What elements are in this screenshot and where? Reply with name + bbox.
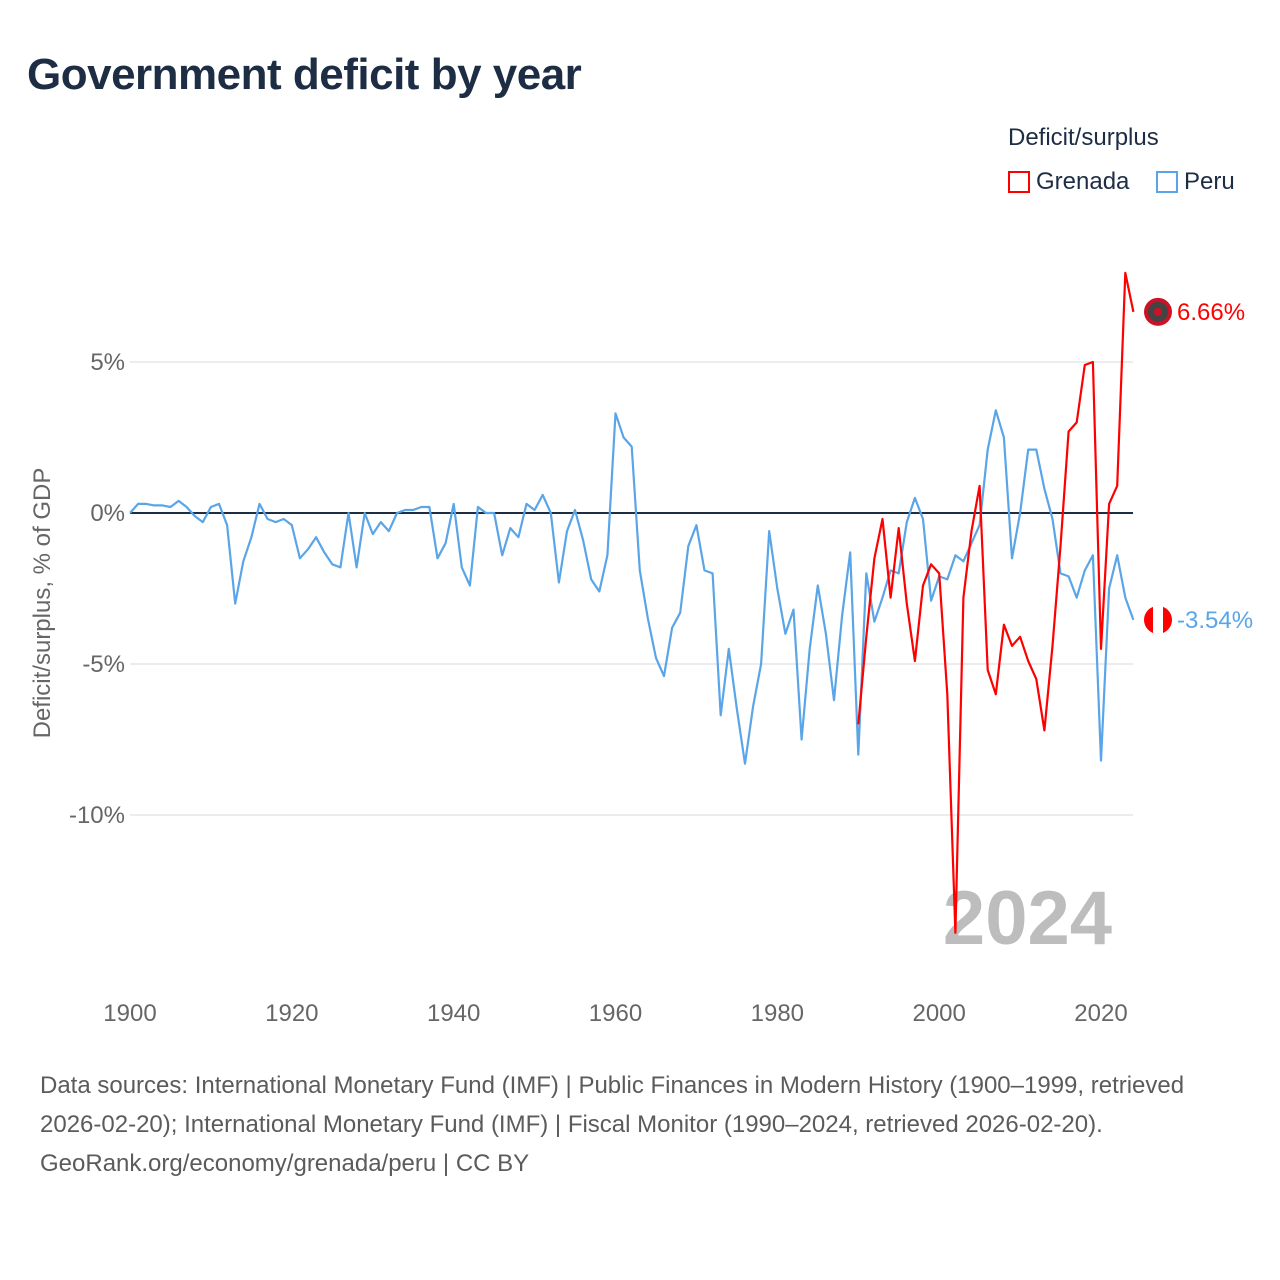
- legend-swatch-grenada: [1008, 171, 1030, 193]
- legend-item-peru[interactable]: Peru: [1156, 168, 1235, 196]
- end-label-grenada: 6.66%: [1177, 299, 1245, 326]
- chart-title: Government deficit by year: [27, 50, 582, 99]
- grenada-flag-icon: [1144, 297, 1172, 326]
- credit-link[interactable]: GeoRank.org/economy/grenada/peru | CC BY: [40, 1150, 530, 1177]
- x-tick-label: 1940: [427, 1000, 480, 1027]
- x-tick-label: 1960: [589, 1000, 642, 1027]
- x-tick-label: 1920: [265, 1000, 318, 1027]
- x-tick-label: 2000: [912, 1000, 965, 1027]
- end-label-peru: -3.54%: [1177, 607, 1253, 634]
- x-tick-label: 1980: [751, 1000, 804, 1027]
- flag-disc: [1154, 307, 1162, 316]
- legend-title: Deficit/surplus: [1008, 124, 1159, 151]
- peru-flag-icon: [1144, 605, 1172, 634]
- y-axis-label: Deficit/surplus, % of GDP: [29, 468, 56, 739]
- legend-swatch-peru: [1156, 171, 1178, 193]
- data-sources: Data sources: International Monetary Fun…: [40, 1072, 1185, 1138]
- y-tick-label: -5%: [82, 651, 125, 678]
- x-tick-label: 2020: [1074, 1000, 1127, 1027]
- legend-label-peru: Peru: [1184, 168, 1235, 195]
- y-tick-label: 5%: [90, 349, 125, 376]
- year-watermark: 2024: [943, 876, 1112, 961]
- y-tick-label: 0%: [90, 500, 125, 527]
- y-tick-label: -10%: [69, 802, 125, 829]
- legend-label-grenada: Grenada: [1036, 168, 1130, 195]
- x-tick-label: 1900: [103, 1000, 156, 1027]
- series-line-peru: [129, 409, 1135, 765]
- legend-item-grenada[interactable]: Grenada: [1008, 168, 1129, 196]
- flag-stripe: [1153, 605, 1163, 634]
- footer: Data sources: International Monetary Fun…: [40, 1066, 1240, 1183]
- series-line-grenada: [857, 271, 1135, 934]
